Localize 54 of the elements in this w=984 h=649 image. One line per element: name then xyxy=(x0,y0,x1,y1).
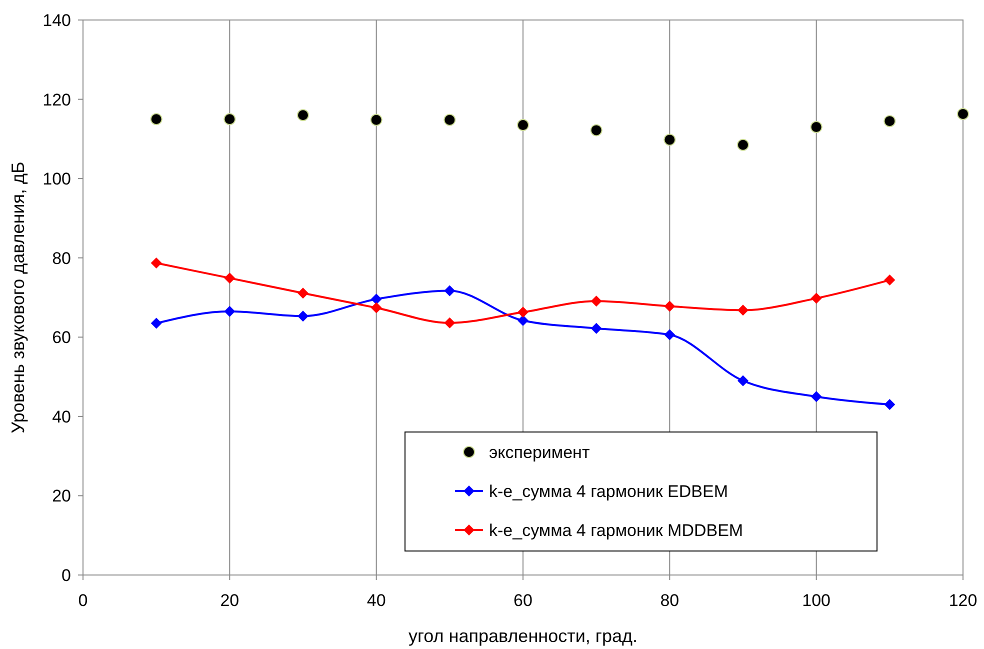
y-tick-label: 100 xyxy=(42,170,71,189)
x-tick-label: 100 xyxy=(802,591,831,610)
point xyxy=(297,109,309,122)
legend-label: эксперимент xyxy=(489,443,590,462)
point xyxy=(370,294,382,305)
point xyxy=(957,108,969,120)
point xyxy=(298,310,308,322)
point xyxy=(370,302,382,314)
y-tick-label: 0 xyxy=(62,566,71,585)
point xyxy=(590,124,602,136)
point xyxy=(738,375,748,386)
point xyxy=(150,113,162,126)
point xyxy=(810,121,822,134)
point xyxy=(224,113,236,126)
x-tick-label: 60 xyxy=(514,591,532,610)
x-tick-label: 0 xyxy=(78,591,88,610)
point xyxy=(884,274,896,286)
point xyxy=(224,272,236,284)
x-axis-title: угол направленности, град. xyxy=(408,626,638,646)
point xyxy=(664,329,676,340)
y-axis-title: Уровень звукового давления, дБ xyxy=(8,162,28,434)
point xyxy=(590,296,602,307)
point xyxy=(590,322,602,334)
x-tick-label: 80 xyxy=(660,591,680,610)
x-tick-label: 20 xyxy=(220,591,240,610)
y-tick-label: 140 xyxy=(42,11,71,30)
point xyxy=(444,317,456,328)
point xyxy=(664,134,676,146)
point xyxy=(150,258,162,269)
legend-label: k-e_сумма 4 гармоник MDDBEM xyxy=(489,521,744,540)
y-tick-label: 40 xyxy=(52,407,71,426)
point xyxy=(738,304,748,316)
point xyxy=(518,314,528,326)
y-tick-label: 80 xyxy=(52,248,71,268)
point xyxy=(810,292,822,304)
point xyxy=(884,399,896,410)
x-tick-label: 40 xyxy=(366,591,386,610)
point xyxy=(370,114,382,126)
point xyxy=(810,391,822,402)
y-tick-label: 20 xyxy=(52,486,71,506)
y-tick-label: 120 xyxy=(42,90,71,110)
point xyxy=(444,114,456,126)
y-tick-label: 60 xyxy=(52,328,71,348)
point xyxy=(150,318,162,329)
point xyxy=(664,300,676,312)
point xyxy=(884,115,896,128)
point xyxy=(518,306,528,318)
point xyxy=(737,138,749,151)
point xyxy=(224,306,236,317)
legend-label: k-e_сумма 4 гармоник EDBEM xyxy=(489,482,728,501)
point xyxy=(444,285,456,296)
point xyxy=(298,288,308,299)
point xyxy=(517,119,529,132)
x-tick-label: 120 xyxy=(948,591,978,610)
